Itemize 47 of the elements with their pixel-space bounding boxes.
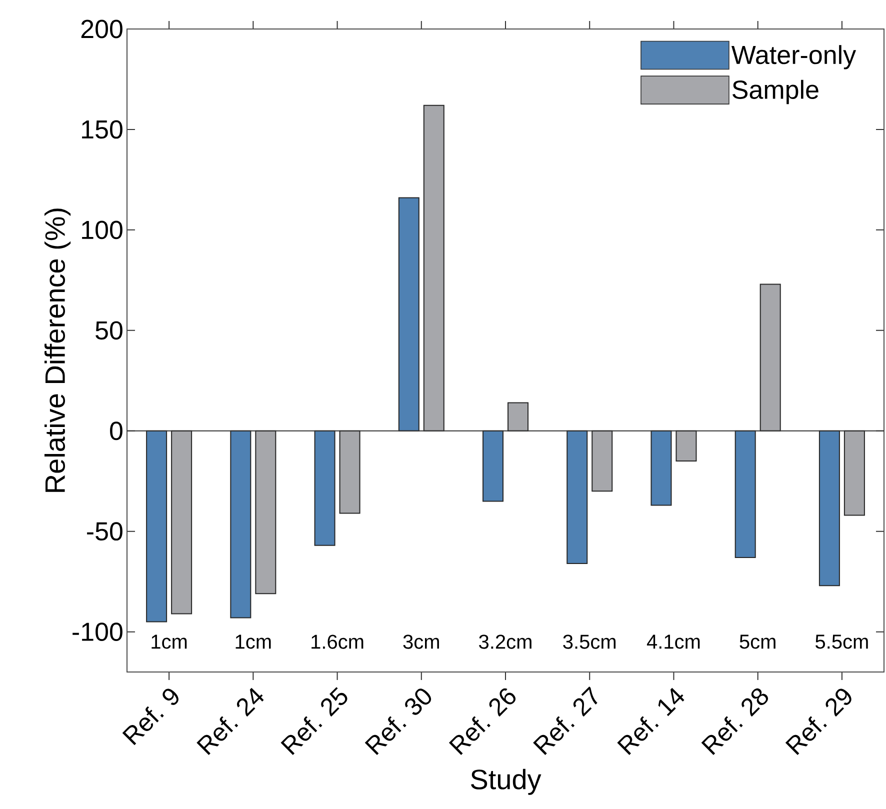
bar — [734, 430, 756, 558]
x-tick-label: Ref. 28 — [701, 688, 768, 755]
bar — [146, 430, 168, 622]
bar — [844, 430, 865, 516]
x-tick-label: Ref. 14 — [617, 688, 684, 755]
legend-label: Water-only — [731, 45, 856, 70]
bar — [592, 430, 613, 492]
bar — [423, 104, 444, 432]
annotation: 4.1cm — [646, 634, 700, 649]
x-tick-label: Ref. 30 — [364, 688, 432, 755]
y-tick-label: -100 — [72, 622, 122, 642]
y-tick-label: 100 — [82, 220, 122, 240]
y-tick-label: -50 — [87, 522, 122, 541]
bar — [398, 197, 420, 432]
bar — [818, 430, 840, 586]
annotation: 1cm — [152, 634, 187, 649]
bar — [566, 430, 588, 564]
annotation: 1.6cm — [312, 634, 364, 649]
bar — [230, 430, 252, 618]
bar — [171, 430, 192, 614]
annotation: 3.5cm — [563, 634, 616, 649]
x-tick-label: Ref. 27 — [533, 686, 598, 755]
y-tick-label: 0 — [110, 422, 122, 440]
x-tick-label: Ref. 9 — [122, 688, 178, 746]
y-axis-title: Relative Difference (%) — [44, 208, 71, 492]
y-tick-label: 200 — [81, 20, 122, 38]
bar — [339, 430, 360, 514]
x-tick-label: Ref. 29 — [785, 688, 852, 755]
y-tick-label: 50 — [96, 321, 122, 340]
annotation: 5.5cm — [816, 634, 868, 649]
annotation: 5cm — [740, 634, 776, 649]
bar — [482, 430, 504, 502]
y-tick-label: 150 — [82, 120, 122, 139]
bar — [650, 430, 672, 506]
x-tick-label: Ref. 24 — [196, 688, 264, 755]
x-axis-title: Study — [470, 768, 542, 795]
x-tick-label: Ref. 26 — [448, 688, 516, 755]
annotation: 3cm — [403, 634, 439, 649]
x-tick-label: Ref. 25 — [280, 687, 348, 755]
bar — [676, 430, 697, 462]
annotation: 3.2cm — [479, 634, 532, 649]
legend-label: Sample — [732, 80, 818, 104]
bar — [314, 430, 336, 546]
bar — [255, 430, 276, 594]
annotation: 1cm — [236, 634, 271, 649]
bar — [508, 402, 529, 432]
bar — [760, 284, 781, 432]
